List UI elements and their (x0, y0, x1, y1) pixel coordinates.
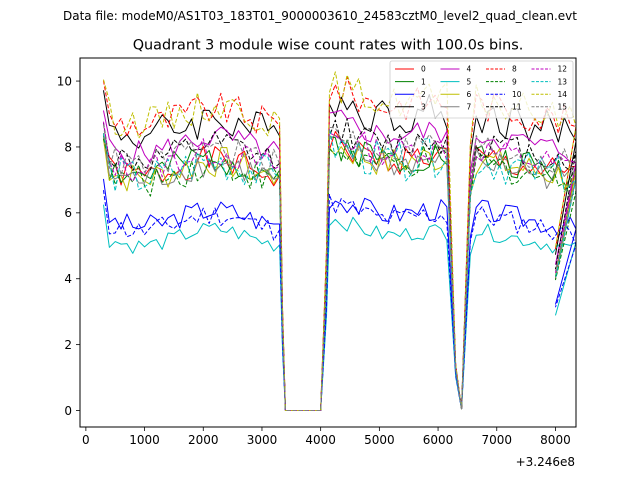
y-axis: 0 2 4 6 8 10 (57, 74, 80, 418)
series-line-13 (102, 128, 576, 412)
plot-frame (79, 57, 577, 428)
legend-label-15: 15 (558, 103, 568, 112)
y-tick-label: 10 (57, 74, 72, 88)
y-tick-label: 6 (64, 206, 72, 220)
x-tick-label: 2000 (188, 433, 219, 447)
series-line-7 (102, 132, 576, 412)
legend-label-14: 14 (558, 90, 568, 99)
series-line-15 (102, 124, 576, 412)
legend-label-2: 2 (421, 90, 426, 99)
legend-label-5: 5 (467, 77, 472, 86)
series-line-12 (102, 121, 576, 412)
series-line-14 (102, 71, 576, 412)
legend-label-7: 7 (467, 103, 472, 112)
legend-label-6: 6 (467, 90, 472, 99)
series-line-1 (102, 135, 576, 412)
x-tick-label: 0 (82, 433, 90, 447)
x-tick-label: 3000 (247, 433, 278, 447)
series-line-10 (102, 190, 576, 412)
legend-label-4: 4 (467, 65, 472, 74)
series-line-9 (102, 138, 576, 412)
x-tick-label: 4000 (305, 433, 336, 447)
x-tick-label: 5000 (364, 433, 395, 447)
legend-label-13: 13 (558, 77, 568, 86)
x-axis: 0 1000 2000 3000 4000 5000 6000 7000 8000 (82, 427, 571, 447)
series-line-3 (102, 90, 576, 412)
x-tick-label: 6000 (423, 433, 454, 447)
y-tick-label: 8 (64, 140, 72, 154)
x-tick-label: 7000 (481, 433, 512, 447)
y-tick-label: 4 (64, 272, 72, 286)
x-axis-offset-label: +3.246e8 (516, 455, 575, 469)
y-tick-label: 0 (64, 404, 72, 418)
legend-label-8: 8 (512, 65, 517, 74)
series-layer (102, 71, 576, 412)
legend-label-11: 11 (512, 103, 522, 112)
figure-suptitle: Data file: modeM0/AS1T03_183T01_90000036… (63, 9, 577, 23)
legend-label-0: 0 (421, 65, 426, 74)
series-line-5 (102, 204, 576, 412)
series-line-11 (102, 118, 576, 412)
x-tick-label: 1000 (129, 433, 160, 447)
legend-label-1: 1 (421, 77, 426, 86)
y-tick-label: 2 (64, 338, 72, 352)
legend-label-3: 3 (421, 103, 426, 112)
series-line-2 (102, 178, 576, 412)
x-tick-label: 8000 (540, 433, 571, 447)
legend-label-9: 9 (512, 77, 517, 86)
legend-label-12: 12 (558, 65, 568, 74)
legend-box (389, 60, 574, 119)
chart-title: Quadrant 3 module wise count rates with … (133, 38, 524, 54)
legend-label-10: 10 (512, 90, 522, 99)
